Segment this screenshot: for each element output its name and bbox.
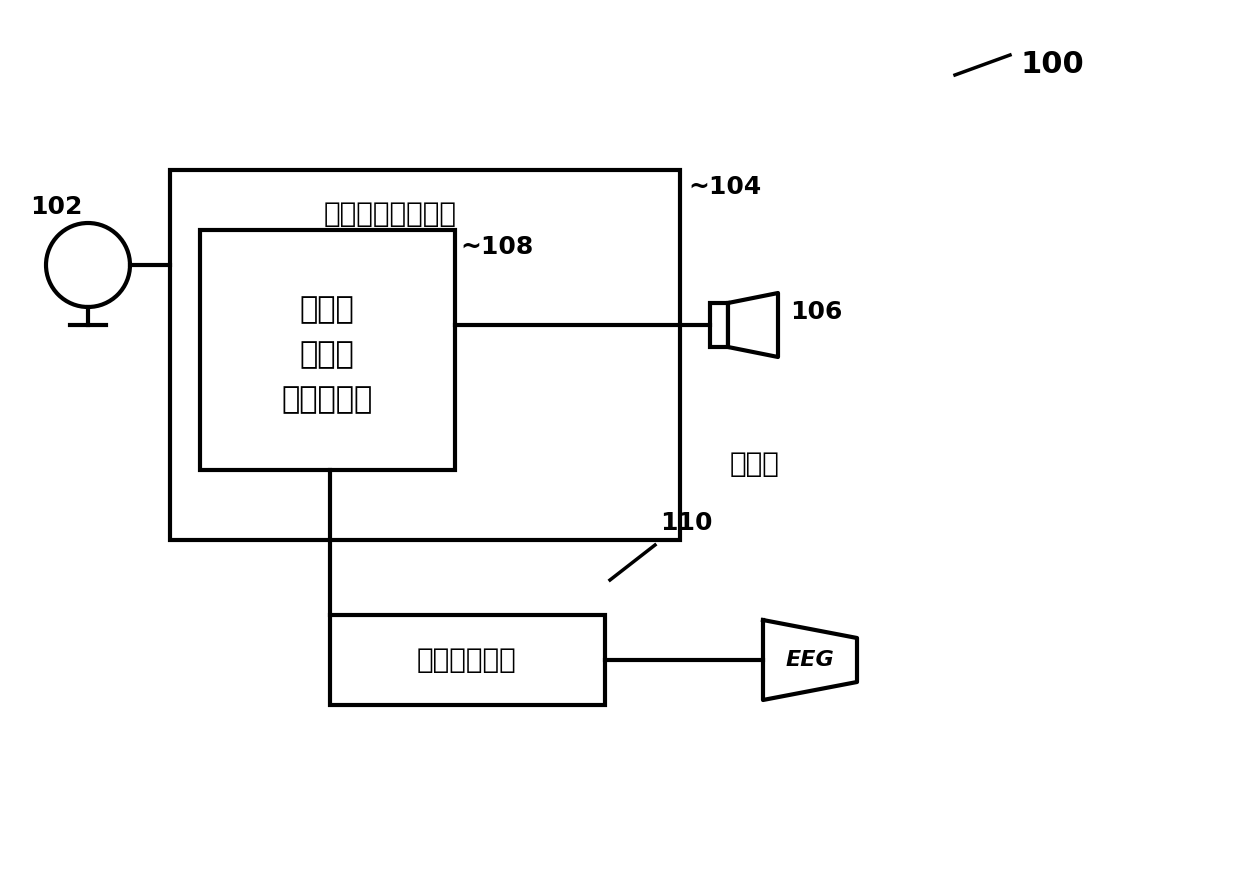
Text: EEG: EEG [786, 650, 835, 670]
Bar [330, 615, 605, 705]
Text: ~108: ~108 [460, 235, 533, 259]
Text: 波束形成器: 波束形成器 [281, 385, 373, 414]
Text: 100: 100 [1021, 50, 1084, 79]
Polygon shape [728, 293, 777, 357]
Bar [711, 303, 728, 347]
Text: 扬声器: 扬声器 [730, 450, 780, 478]
Polygon shape [763, 620, 857, 700]
Text: 脑电图: 脑电图 [300, 295, 355, 324]
Text: 110: 110 [660, 511, 713, 535]
Bar [170, 170, 680, 540]
Text: ~104: ~104 [688, 175, 761, 199]
Text: 线性变换模块: 线性变换模块 [417, 646, 517, 674]
Text: 102: 102 [30, 195, 82, 219]
Text: 听力系统处理电路: 听力系统处理电路 [324, 200, 456, 228]
Text: 辅助的: 辅助的 [300, 340, 355, 369]
Circle shape [46, 223, 130, 307]
Bar [200, 230, 455, 470]
Text: 106: 106 [790, 300, 842, 324]
